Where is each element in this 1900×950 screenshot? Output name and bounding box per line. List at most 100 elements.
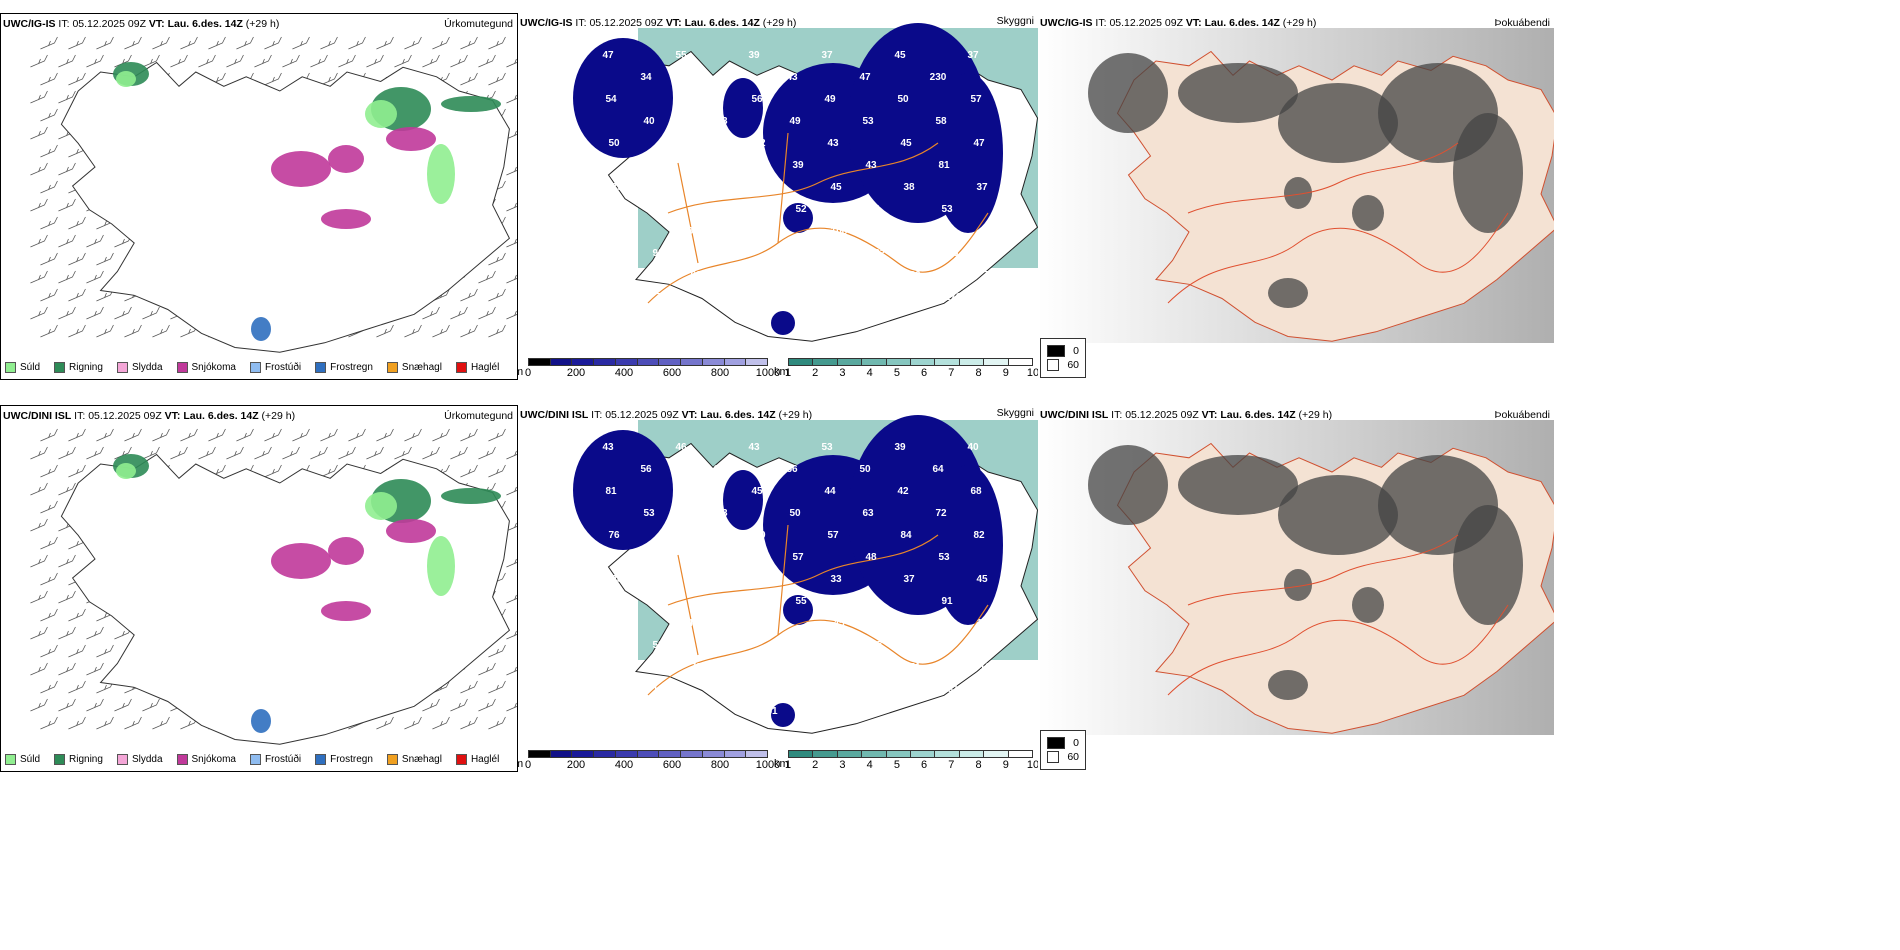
fog-legend-item: 60 (1047, 359, 1079, 371)
fog-legend: 0 60 (1040, 730, 1086, 770)
cloud-base-scale: m 0 200 400 600 800 1000 (518, 358, 780, 380)
cloud-base-label: 44 (719, 160, 731, 171)
legend-swatch (176, 362, 188, 373)
scale-bin (789, 751, 814, 757)
scale-tick-label: 3 (839, 367, 846, 379)
precip-panel-top: UWC/IG-IS IT: 05.12.2025 09Z VT: Lau. 6.… (0, 13, 518, 380)
fog-area (1268, 278, 1308, 308)
low-cloud-area (933, 465, 1003, 625)
scale-tick-label: 3 (839, 759, 846, 771)
cloud-base-label: 50 (789, 508, 801, 519)
cloud-base-label: 49 (763, 662, 775, 673)
fog-legend-item: 60 (1047, 751, 1079, 763)
cloud-base-label: 54 (617, 270, 629, 281)
legend-label: Haglél (470, 754, 500, 765)
precip-area (321, 601, 371, 621)
legend-swatch (315, 362, 327, 373)
cloud-base-label: 57 (827, 530, 839, 541)
cloud-base-label: 60 (725, 640, 737, 651)
scale-bin (813, 359, 838, 365)
scale-bin (637, 751, 660, 757)
scale-tick-label: 1000 (755, 367, 781, 379)
cloud-base-label: 35 (684, 182, 696, 193)
road-network (1167, 534, 1509, 696)
cloud-base-label: 56 (786, 464, 798, 475)
scale-bin (724, 359, 747, 365)
cloud-base-label: 52 (795, 204, 807, 215)
scale-tick-label: 10 (1026, 759, 1038, 771)
legend-label: Frostregn (330, 362, 373, 373)
cloud-base-label: 68 (970, 486, 982, 497)
cloud-base-label: 55 (675, 50, 687, 61)
cloud-base-label: 118 (977, 618, 994, 629)
scale-tick-label: 2 (812, 759, 819, 771)
cloud-base-label: 63 (862, 508, 874, 519)
cloud-base-label: 28 (874, 292, 886, 303)
low-cloud-area (933, 73, 1003, 233)
precip-area (271, 151, 331, 187)
cloud-base-label: 34 (868, 204, 880, 215)
scale-tick-label: 800 (710, 367, 730, 379)
scale-bin (681, 359, 703, 365)
scale-bin (837, 359, 863, 365)
panel-title: Úrkomutegund (444, 410, 513, 422)
cloud-base-label: 62 (690, 270, 702, 281)
cloud-base-label: 60 (678, 486, 690, 497)
cloud-base-label: 54 (681, 530, 693, 541)
scale-bin (959, 751, 985, 757)
scale-tick-label: 4 (866, 367, 873, 379)
scale-bin (572, 751, 595, 757)
cloud-base-label: 176 (945, 292, 962, 303)
precip-map (30, 428, 517, 745)
cloud-base-label: 39 (748, 50, 760, 61)
legend-swatch (5, 362, 16, 373)
legend-item: Frostúði (249, 362, 301, 373)
legend-swatch (116, 754, 128, 765)
cloud-base-label: 45 (830, 182, 842, 193)
legend-item: Snæhagl (386, 362, 442, 373)
cloud-base-label: 45 (751, 486, 763, 497)
precip-area (365, 492, 397, 520)
visibility-map: 47 55 39 37 45 37 34 48 43 47 230 54 48 56 49 50 57 40 43 4… (573, 23, 1038, 342)
cloud-base-label: 81 (938, 160, 950, 171)
panel-header: UWC/DINI ISL IT: 05.12.2025 09Z VT: Lau.… (1040, 409, 1333, 421)
cloud-base-label: 34 (684, 574, 696, 585)
scale-tick-label: 7 (948, 367, 955, 379)
precip-area (328, 145, 364, 173)
cloud-base-label: 37 (821, 50, 833, 61)
legend-label: Snjókoma (191, 362, 236, 373)
low-cloud-area (723, 78, 763, 138)
fog-area (1352, 587, 1384, 623)
cloud-base-label: 53 (938, 552, 950, 563)
cloud-base-scale: m 0 200 400 600 800 1000 (518, 750, 780, 772)
legend-label: Haglél (470, 362, 500, 373)
scale-tick-label: 9 (1002, 759, 1009, 771)
panel-header: UWC/DINI ISL IT: 05.12.2025 09Z VT: Lau.… (520, 409, 813, 421)
cloud-base-label: 76 (608, 530, 620, 541)
panel-title: Þokuábendi (1494, 17, 1550, 29)
scale-bin (594, 751, 616, 757)
legend-label: Rigning (69, 362, 103, 373)
precip-area (251, 317, 271, 341)
fog-area (1268, 670, 1308, 700)
cloud-base-label: 45 (894, 50, 906, 61)
cloud-base-label: 53 (643, 508, 655, 519)
cloud-base-label: 136 (834, 270, 851, 281)
cloud-base-label: 40 (643, 116, 655, 127)
fog-legend-swatch (1047, 359, 1060, 371)
cloud-base-label: 67 (874, 684, 886, 695)
fog-panel-top: UWC/IG-IS IT: 05.12.2025 09Z VT: Lau. 6.… (1038, 13, 1554, 380)
cloud-base-label: 42 (646, 160, 658, 171)
scale-tick-label: 6 (921, 759, 928, 771)
scale-tick-label: 600 (662, 367, 682, 379)
precip-area (427, 536, 455, 596)
low-cloud-area (783, 595, 813, 625)
legend-item: Súld (5, 362, 40, 373)
legend-item: Haglél (455, 362, 500, 373)
cloud-base-label: 51 (909, 662, 921, 673)
scale-bin (550, 359, 573, 365)
cloud-base-label: 50 (801, 684, 813, 695)
legend-item: Haglél (455, 754, 500, 765)
precip-area (328, 537, 364, 565)
precip-area (386, 127, 436, 151)
